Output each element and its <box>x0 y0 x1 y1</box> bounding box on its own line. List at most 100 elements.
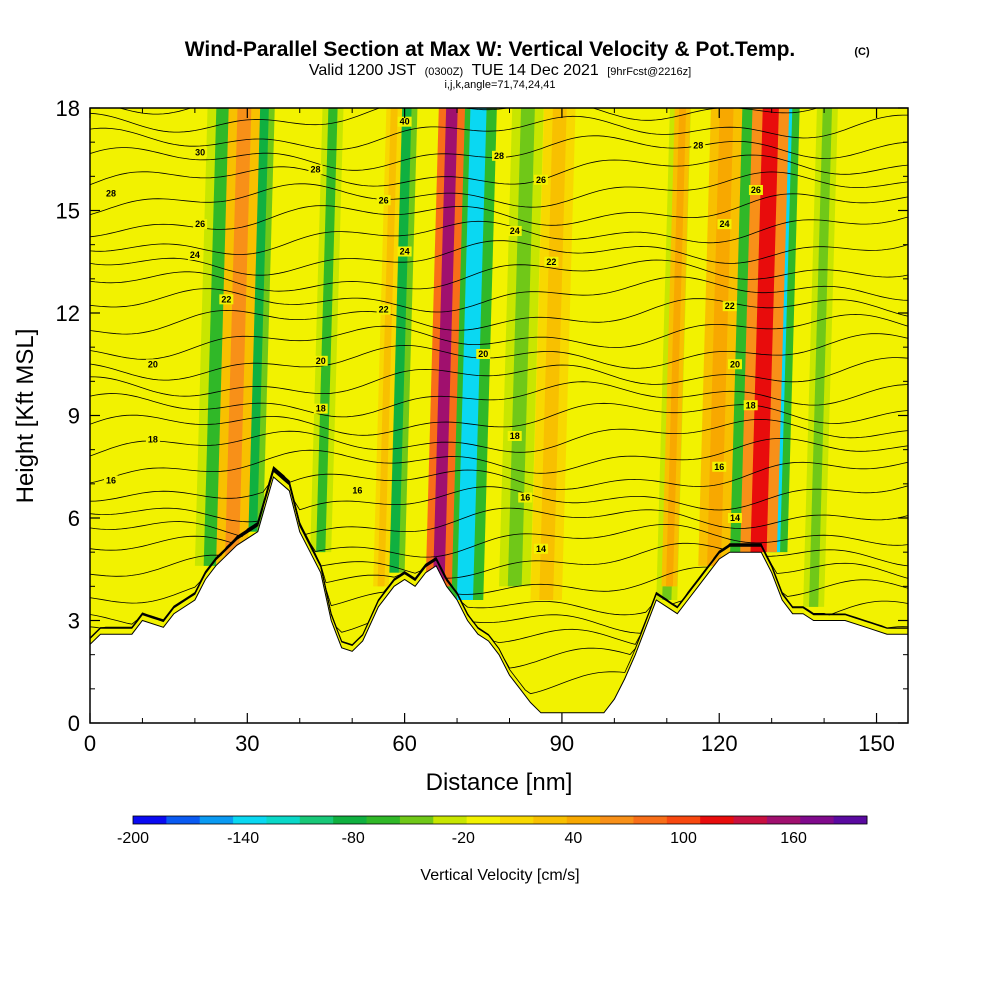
isentrope-label-23: 18 <box>316 404 326 414</box>
colorbar-swatch-7 <box>366 816 401 824</box>
isentrope-label-8: 26 <box>536 175 546 185</box>
isentrope-label-0: 40 <box>400 117 410 127</box>
isentrope-label-4: 28 <box>494 151 504 161</box>
downdraft-band-core-3 <box>389 108 412 573</box>
y-tick-label-3: 9 <box>68 404 80 429</box>
isentrope-label-13: 24 <box>719 219 729 229</box>
colorbar <box>132 815 868 825</box>
colorbar-swatch-12 <box>533 816 568 824</box>
isentrope-lines <box>90 108 908 695</box>
isentrope-line-14 <box>90 381 908 418</box>
valid-date: TUE 14 Dec 2021 <box>472 62 599 79</box>
colorbar-swatch-3 <box>233 816 267 824</box>
colorbar-swatch-15 <box>633 816 668 824</box>
colorbar-label: Vertical Velocity [cm/s] <box>420 867 579 884</box>
y-tick-label-2: 6 <box>68 506 80 531</box>
x-tick-label-0: 0 <box>84 731 96 756</box>
y-tick-label-5: 15 <box>56 199 80 224</box>
plot-area: 40 30 28 28 28 28 26 26 26 26 24 24 24 24 22 22 22 22 20 20… <box>90 108 908 723</box>
downdraft-band-core-1 <box>247 108 269 532</box>
isentrope-line-11 <box>90 437 908 484</box>
x-tick-label-2: 60 <box>392 731 416 756</box>
isentrope-line-13 <box>90 402 908 436</box>
colorbar-swatch-5 <box>299 816 334 824</box>
isentrope-labels: 40 30 28 28 28 28 26 26 26 26 24 24 24 24 22 22 22 22 20 20… <box>103 116 763 554</box>
isentrope-label-16: 22 <box>546 257 556 267</box>
isentrope-label-15: 22 <box>379 305 389 315</box>
isentrope-label-2: 28 <box>106 188 116 198</box>
isentrope-label-12: 24 <box>510 226 520 236</box>
colorbar-tick-label-5: 100 <box>670 830 697 847</box>
isentrope-label-3: 28 <box>310 165 320 175</box>
isentrope-line-15 <box>90 357 908 397</box>
isentrope-line-9 <box>90 466 908 523</box>
isentrope-line-12 <box>90 418 908 457</box>
isentrope-label-bg-7 <box>376 195 391 206</box>
isentrope-line-17 <box>90 313 908 360</box>
downdraft-band-core-7 <box>728 108 755 553</box>
isentrope-line-22 <box>90 216 908 255</box>
chart-title: Wind-Parallel Section at Max W: Vertical… <box>185 38 796 61</box>
x-tick-label-3: 90 <box>550 731 574 756</box>
colorbar-swatch-21 <box>833 816 868 824</box>
isentrope-label-bg-9 <box>748 185 763 195</box>
copyright-mark: (C) <box>854 46 870 58</box>
isentrope-line-16 <box>90 333 908 381</box>
isentrope-label-31: 14 <box>730 513 740 523</box>
isentrope-label-bg-24 <box>507 431 522 441</box>
isentrope-label-bg-5 <box>691 140 706 151</box>
colorbar-tick-label-3: -20 <box>452 830 475 847</box>
downdraft-band-core-0 <box>203 108 231 566</box>
isentrope-line-19 <box>90 276 908 313</box>
isentrope-label-bg-15 <box>376 304 391 315</box>
isentrope-label-6: 26 <box>195 219 205 229</box>
isentrope-label-10: 24 <box>190 250 200 260</box>
utc-time: (0300Z) <box>425 66 464 78</box>
isentrope-label-26: 16 <box>106 475 116 485</box>
downdraft-band-core-4 <box>456 108 487 600</box>
isentrope-label-17: 22 <box>725 301 735 311</box>
y-axis-ticks: 0 3 6 9 12 15 18 <box>56 96 908 736</box>
isentrope-label-bg-4 <box>492 150 506 161</box>
isentrope-line-7 <box>90 467 908 558</box>
x-axis-label: Distance [nm] <box>426 769 573 796</box>
isentrope-line-25 <box>90 154 908 187</box>
x-axis-ticks: 0 30 60 90 120 150 <box>84 108 895 756</box>
terrain-mask <box>90 476 908 723</box>
x-tick-label-1: 30 <box>235 731 259 756</box>
isentrope-label-bg-26 <box>103 475 118 486</box>
y-axis-label: Height [Kft MSL] <box>12 329 39 504</box>
isentrope-label-bg-28 <box>518 492 533 503</box>
isentrope-label-bg-14 <box>219 294 234 305</box>
downdraft-band-core-2 <box>316 108 338 553</box>
y-tick-label-6: 18 <box>56 96 80 121</box>
updraft-band-core-0 <box>224 108 252 573</box>
isentrope-label-bg-29 <box>712 461 727 472</box>
colorbar-ticks: -200 -140 -80 -20 40 100 160 <box>117 830 807 847</box>
y-tick-label-0: 0 <box>68 711 80 736</box>
colorbar-swatch-11 <box>500 816 534 824</box>
colorbar-swatch-20 <box>800 816 835 824</box>
colorbar-swatch-2 <box>199 816 234 824</box>
isentrope-label-bg-31 <box>727 513 742 523</box>
colorbar-swatch-14 <box>600 816 634 824</box>
isentrope-label-bg-6 <box>193 219 208 230</box>
isentrope-label-bg-3 <box>308 164 323 175</box>
x-tick-label-5: 150 <box>858 731 895 756</box>
updraft-band-core-3 <box>539 108 567 600</box>
colorbar-frame <box>132 815 868 825</box>
colorbar-swatch-8 <box>399 816 434 824</box>
colorbar-swatch-10 <box>466 816 501 824</box>
y-tick-label-1: 3 <box>68 609 80 634</box>
colorbar-tick-label-6: 160 <box>780 830 807 847</box>
colorbar-swatch-1 <box>166 816 201 824</box>
isentrope-line-20 <box>90 259 908 292</box>
x-tick-label-4: 120 <box>701 731 738 756</box>
isentrope-label-27: 16 <box>352 486 362 496</box>
isentrope-line-23 <box>90 193 908 238</box>
isentrope-line-18 <box>90 298 908 335</box>
isentrope-label-bg-8 <box>533 174 548 185</box>
colorbar-tick-label-2: -80 <box>342 830 365 847</box>
isentrope-label-25: 18 <box>746 400 756 410</box>
